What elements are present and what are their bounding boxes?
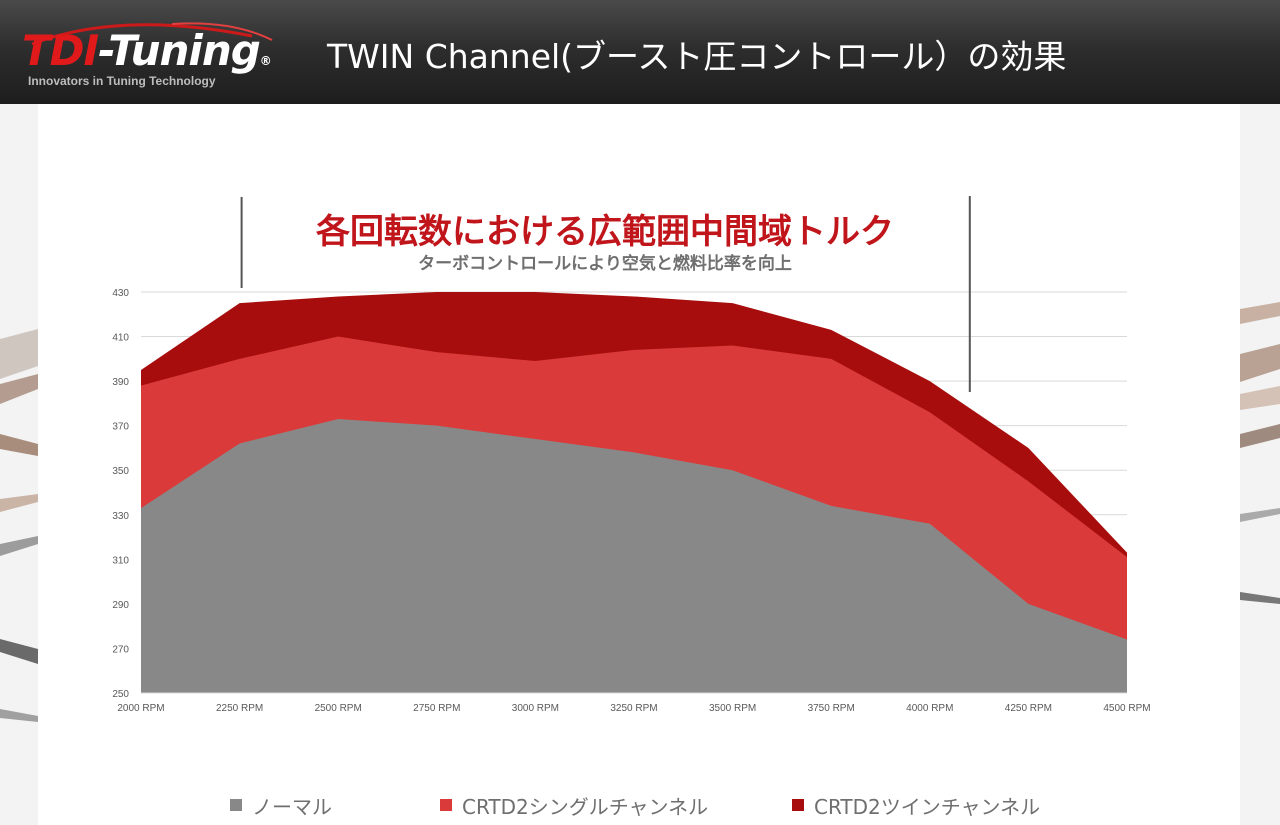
series-areas bbox=[141, 292, 1127, 694]
y-tick-label: 390 bbox=[112, 377, 129, 388]
legend-swatch-single bbox=[440, 799, 452, 811]
y-tick-label: 410 bbox=[112, 333, 129, 344]
page-title: TWIN Channel(ブースト圧コントロール）の効果 bbox=[327, 37, 1067, 76]
legend-swatch-normal bbox=[230, 799, 242, 811]
y-tick-label: 350 bbox=[112, 466, 129, 477]
x-tick-label: 2250 RPM bbox=[216, 703, 263, 714]
legend-label-single: CRTD2シングルチャンネル bbox=[462, 794, 709, 819]
header-bar: TDI-Tuning® Innovators in Tuning Technol… bbox=[0, 0, 1280, 104]
legend-label-normal: ノーマル bbox=[252, 794, 332, 819]
x-tick-label: 4500 RPM bbox=[1103, 703, 1150, 714]
logo-swoosh-icon bbox=[31, 22, 273, 46]
left-decor-stripes bbox=[0, 104, 38, 825]
y-tick-label: 310 bbox=[112, 555, 129, 566]
legend-item-normal: ノーマル bbox=[230, 790, 332, 820]
legend-item-single: CRTD2シングルチャンネル bbox=[440, 790, 708, 820]
x-tick-label: 4000 RPM bbox=[906, 703, 953, 714]
logo-wordmark: TDI-Tuning® bbox=[22, 26, 272, 75]
logo-text-white: -Tuning bbox=[98, 26, 261, 75]
x-tick-label: 3000 RPM bbox=[512, 703, 559, 714]
y-tick-label: 250 bbox=[112, 689, 129, 700]
x-tick-labels: 2000 RPM 2250 RPM 2500 RPM 2750 RPM 3000 RPM… bbox=[117, 703, 1150, 714]
x-tick-label: 2500 RPM bbox=[315, 703, 362, 714]
legend-swatch-twin bbox=[792, 799, 804, 811]
area-normal bbox=[141, 418, 1127, 693]
y-tick-label: 370 bbox=[112, 422, 129, 433]
right-decor-stripes bbox=[1240, 104, 1280, 825]
x-tick-label: 3250 RPM bbox=[610, 703, 657, 714]
y-tick-label: 430 bbox=[112, 288, 129, 299]
x-tick-label: 2000 RPM bbox=[117, 703, 164, 714]
legend-item-twin: CRTD2ツインチャンネル bbox=[792, 790, 1040, 820]
chart-legend: ノーマル CRTD2シングルチャンネル CRTD2ツインチャンネル bbox=[0, 790, 1280, 820]
y-tick-label: 270 bbox=[112, 644, 129, 655]
logo-registered-mark: ® bbox=[259, 54, 272, 68]
y-tick-label: 330 bbox=[112, 511, 129, 522]
logo-text-red: TDI bbox=[22, 26, 99, 75]
logo-tagline: Innovators in Tuning Technology bbox=[28, 74, 216, 88]
x-tick-label: 4250 RPM bbox=[1005, 703, 1052, 714]
tdi-tuning-logo: TDI-Tuning® Innovators in Tuning Technol… bbox=[22, 14, 284, 92]
x-tick-label: 3500 RPM bbox=[709, 703, 756, 714]
chart-title: 各回転数における広範囲中間域トルク bbox=[316, 212, 894, 252]
x-tick-label: 3750 RPM bbox=[808, 703, 855, 714]
x-tick-label: 2750 RPM bbox=[413, 703, 460, 714]
y-tick-labels: 250 270 290 310 330 350 370 390 410 430 bbox=[112, 288, 129, 700]
y-tick-label: 290 bbox=[112, 600, 129, 611]
legend-label-twin: CRTD2ツインチャンネル bbox=[814, 794, 1041, 819]
chart-subtitle: ターボコントロールにより空気と燃料比率を向上 bbox=[418, 254, 792, 274]
highlight-range-markers bbox=[240, 196, 971, 392]
